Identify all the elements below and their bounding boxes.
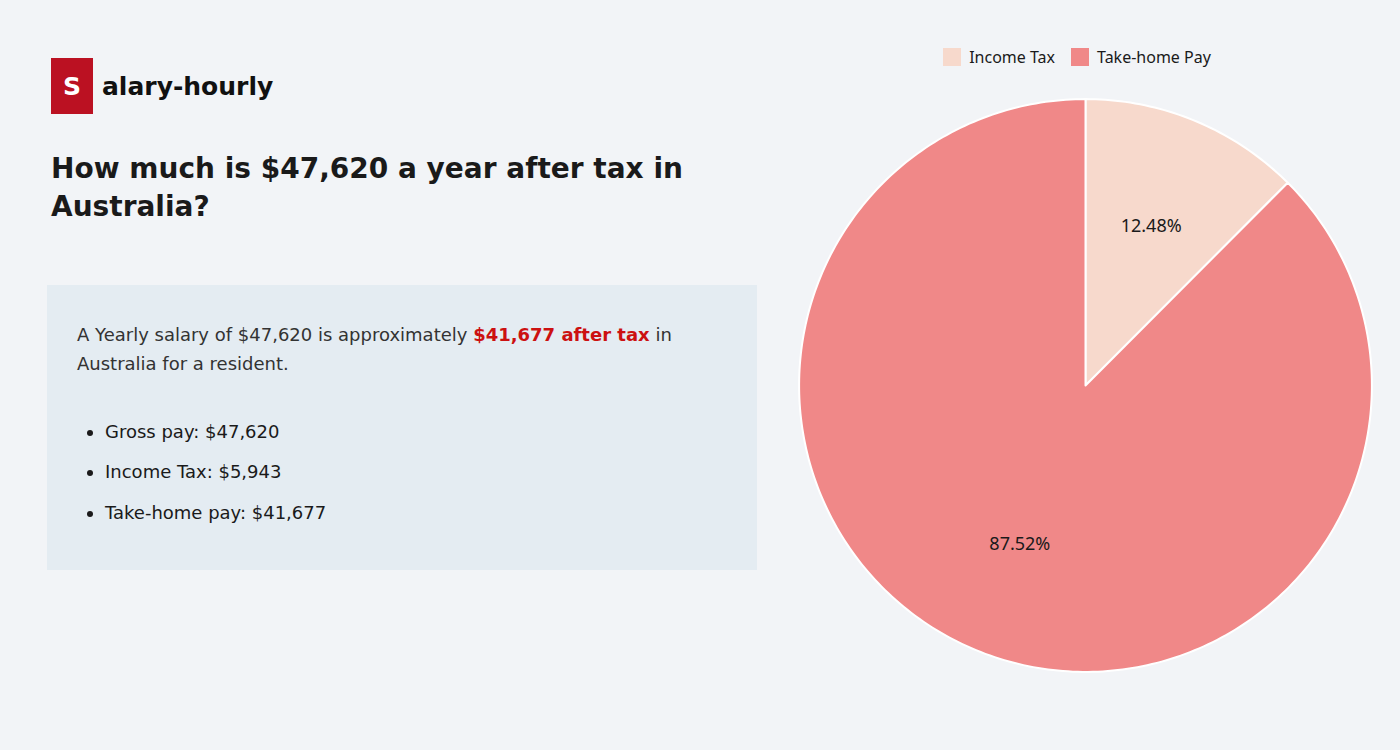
svg-text:12.48%: 12.48% [1121,213,1182,237]
html-text:Income Tax: Income Tax [969,45,1055,68]
html-text:Australia for a resident.: Australia for a resident. [77,352,289,374]
html-text:Income Tax: $5,943: Income Tax: $5,943 [105,461,282,483]
html-text:Gross pay: $47,620: Gross pay: $47,620 [105,421,280,442]
html-text:S: S [63,71,81,101]
html-text:How much is $47,620 a year aft: How much is $47,620 a year after tax in … [51,152,683,223]
html-text:Take-home Pay: Take-home Pay [1097,45,1211,68]
html-text:alary-hourly: alary-hourly [102,71,274,101]
html-text:Take-home pay: $41,677: Take-home pay: $41,677 [105,501,327,523]
html-text:A Yearly salary of $47,620 is: A Yearly salary of $47,620 is approximat… [77,324,672,345]
svg-text:87.52%: 87.52% [989,531,1050,555]
